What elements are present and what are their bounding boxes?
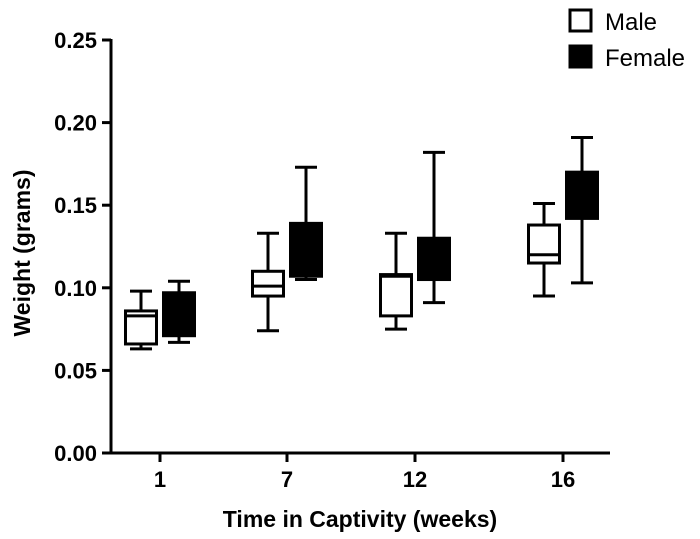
y-tick-label: 0.05 (54, 358, 97, 383)
box-iqr (251, 269, 285, 298)
box-male-16 (527, 202, 561, 298)
box-female-1 (162, 279, 196, 344)
y-tick-label: 0.25 (54, 28, 97, 53)
boxes (124, 135, 599, 351)
x-tick-label: 1 (154, 467, 166, 492)
box-iqr (289, 221, 323, 278)
legend-male-swatch (568, 8, 593, 33)
y-axis-title: Weight (grams) (9, 170, 35, 337)
x-tick-label: 16 (551, 467, 575, 492)
y-axis: 0.00 0.05 0.10 0.15 0.20 0.25 (54, 28, 113, 466)
x-tick-label: 12 (403, 467, 427, 492)
legend-male-label: Male (605, 9, 657, 36)
legend-female-swatch (568, 44, 593, 69)
box-female-12 (417, 150, 451, 305)
box-male-12 (379, 231, 413, 331)
y-tick-label: 0.10 (54, 276, 97, 301)
box-iqr (379, 273, 413, 318)
x-axis: 1 7 12 16 (109, 451, 610, 492)
legend-female-label: Female (605, 45, 685, 72)
y-tick-label: 0.15 (54, 193, 97, 218)
y-tick-label: 0.20 (54, 111, 97, 136)
box-iqr (527, 223, 561, 265)
legend: Male Female (568, 8, 685, 72)
x-axis-title: Time in Captivity (weeks) (223, 506, 497, 532)
box-male-7 (251, 231, 285, 333)
box-iqr (162, 291, 196, 338)
box-female-16 (565, 135, 599, 285)
box-iqr (565, 170, 599, 220)
box-female-7 (289, 165, 323, 282)
y-tick-label: 0.00 (54, 441, 97, 466)
box-male-1 (124, 289, 158, 351)
x-tick-label: 7 (281, 467, 293, 492)
